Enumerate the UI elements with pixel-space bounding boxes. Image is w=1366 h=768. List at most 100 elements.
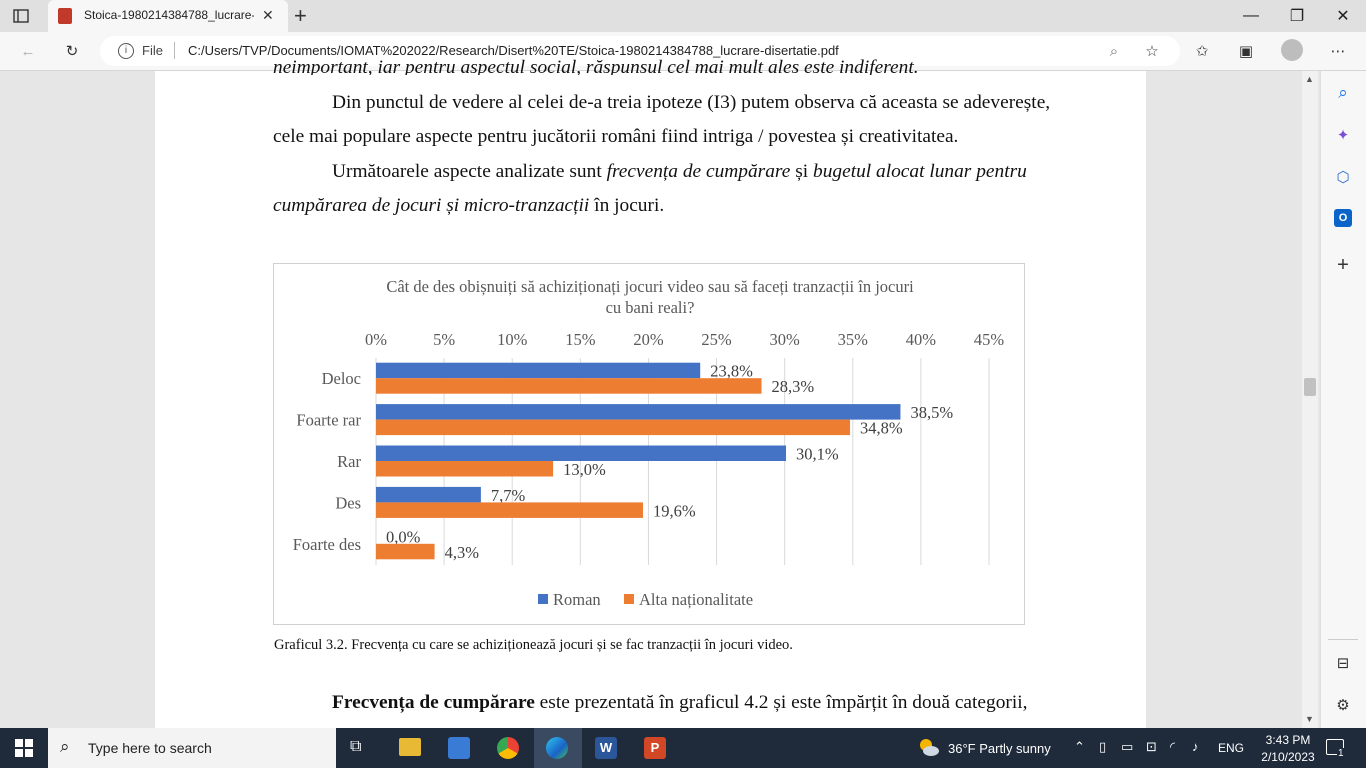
tray-device-icon[interactable]: ▯ bbox=[1099, 739, 1107, 754]
category-label: Des bbox=[335, 493, 361, 512]
favorites-icon[interactable]: ✩ bbox=[1195, 43, 1209, 60]
search-icon: ⌕ bbox=[60, 737, 70, 756]
url-text[interactable]: C:/Users/TVP/Documents/IOMAT%202022/Rese… bbox=[188, 43, 839, 58]
tray-chevron-icon[interactable]: ⌃ bbox=[1074, 739, 1085, 754]
notification-icon[interactable] bbox=[1326, 739, 1344, 755]
paragraph-line: cele mai populare aspecte pentru jucător… bbox=[273, 126, 959, 147]
scroll-down-icon[interactable]: ▼ bbox=[1305, 714, 1314, 724]
data-label: 28,3% bbox=[772, 377, 815, 396]
chart-title-line: cu bani reali? bbox=[605, 298, 695, 317]
hide-sidebar-icon[interactable]: ⊟ bbox=[1336, 655, 1350, 672]
x-tick-label: 10% bbox=[497, 330, 528, 349]
powerpoint-icon[interactable]: P bbox=[644, 737, 666, 759]
text-run: este prezentată în graficul 4.2 și este … bbox=[534, 692, 1028, 713]
store-icon[interactable] bbox=[448, 737, 470, 759]
tab-actions-icon[interactable] bbox=[12, 7, 30, 25]
bar-alta-nationalitate bbox=[376, 378, 762, 394]
legend-swatch bbox=[624, 594, 634, 604]
edge-sidebar bbox=[1320, 71, 1366, 728]
add-sidebar-icon[interactable]: + bbox=[1337, 253, 1349, 276]
office-icon[interactable]: ⬡ bbox=[1336, 169, 1350, 186]
weather-text[interactable]: 36°F Partly sunny bbox=[948, 741, 1051, 756]
file-explorer-icon[interactable] bbox=[399, 738, 421, 756]
text-run: Următoarele aspecte analizate sunt bbox=[332, 161, 607, 182]
x-tick-label: 35% bbox=[838, 330, 869, 349]
add-favorite-icon[interactable]: ☆ bbox=[1145, 43, 1159, 60]
language-indicator[interactable]: ENG bbox=[1218, 741, 1245, 755]
edge-icon bbox=[546, 737, 568, 759]
legend-swatch bbox=[538, 594, 548, 604]
info-icon[interactable]: i bbox=[118, 43, 134, 59]
new-tab-icon[interactable]: + bbox=[294, 3, 307, 28]
data-label: 0,0% bbox=[386, 527, 421, 546]
task-view-icon[interactable]: ⧉ bbox=[350, 738, 362, 755]
x-tick-label: 45% bbox=[974, 330, 1005, 349]
taskbar-search[interactable] bbox=[48, 728, 336, 768]
restore-icon[interactable]: ❐ bbox=[1289, 8, 1305, 25]
back-icon[interactable]: ← bbox=[20, 42, 36, 60]
url-divider bbox=[174, 42, 175, 59]
text-run: și bbox=[790, 161, 813, 182]
category-label: Rar bbox=[337, 452, 361, 471]
paragraph-line: Frecvența de cumpărare este prezentată î… bbox=[273, 686, 1077, 720]
tray-network-icon[interactable]: ⊡ bbox=[1146, 739, 1157, 754]
weather-icon[interactable] bbox=[918, 737, 940, 757]
outlook-icon[interactable]: O bbox=[1334, 209, 1352, 227]
clock-date[interactable]: 2/10/2023 bbox=[1261, 750, 1315, 764]
data-label: 38,5% bbox=[910, 403, 953, 422]
pdf-icon bbox=[58, 8, 72, 24]
text-run-bold: Frecvența de cumpărare bbox=[332, 692, 535, 713]
text-run-italic: cumpărarea de jocuri și micro-tranzacții bbox=[273, 195, 590, 216]
category-label: Deloc bbox=[322, 369, 361, 388]
data-label: 30,1% bbox=[796, 445, 839, 464]
profile-avatar[interactable] bbox=[1281, 39, 1303, 61]
settings-gear-icon[interactable]: ⚙ bbox=[1336, 697, 1350, 714]
data-label: 13,0% bbox=[563, 460, 606, 479]
tab-title: Stoica-1980214384788_lucrare-d bbox=[84, 8, 254, 22]
figure-caption: Graficul 3.2. Frecvența cu care se achiz… bbox=[274, 637, 793, 653]
collections-icon[interactable]: ▣ bbox=[1238, 43, 1254, 60]
tray-battery-icon[interactable]: ▭ bbox=[1121, 739, 1134, 754]
text-run: în jocuri. bbox=[589, 195, 665, 216]
bar-roman bbox=[376, 486, 481, 503]
volume-icon[interactable]: ♪ bbox=[1192, 739, 1199, 754]
bar-roman bbox=[376, 404, 901, 420]
partial-text-line: neimportant, iar pentru aspectul social,… bbox=[273, 57, 919, 75]
x-tick-label: 15% bbox=[565, 330, 596, 349]
scrollbar-thumb[interactable] bbox=[1304, 378, 1316, 396]
text-run-italic: bugetul alocat lunar pentru bbox=[813, 161, 1027, 182]
scroll-up-icon[interactable]: ▲ bbox=[1305, 74, 1314, 84]
url-scheme-label: File bbox=[142, 43, 163, 58]
x-tick-label: 30% bbox=[770, 330, 801, 349]
x-tick-label: 25% bbox=[701, 330, 732, 349]
close-window-icon[interactable]: ✕ bbox=[1336, 8, 1350, 25]
bar-alta-nationalitate bbox=[376, 543, 435, 560]
bar-alta-nationalitate bbox=[376, 502, 643, 518]
address-bar[interactable] bbox=[100, 36, 1180, 66]
data-label: 34,8% bbox=[860, 419, 903, 438]
bar-alta-nationalitate bbox=[376, 419, 851, 436]
bar-alta-nationalitate bbox=[376, 461, 554, 477]
x-tick-label: 5% bbox=[433, 330, 455, 349]
refresh-icon[interactable]: ↻ bbox=[65, 43, 79, 60]
minimize-icon[interactable]: — bbox=[1243, 7, 1259, 24]
scrollbar[interactable] bbox=[1302, 71, 1318, 728]
notification-count: 1 bbox=[1337, 748, 1345, 759]
browser-tab-active[interactable] bbox=[48, 0, 288, 32]
wifi-icon[interactable]: ◜ bbox=[1170, 739, 1176, 754]
windows-start-icon[interactable] bbox=[15, 739, 33, 757]
data-label: 19,6% bbox=[653, 501, 696, 520]
paragraph-line: cumpărarea de jocuri și micro-tranzacții… bbox=[273, 189, 1077, 223]
data-label: 23,8% bbox=[710, 362, 753, 381]
zoom-icon[interactable]: ⌕ bbox=[1109, 42, 1119, 60]
x-tick-label: 40% bbox=[906, 330, 937, 349]
more-menu-icon[interactable]: ⋯ bbox=[1330, 43, 1346, 60]
chrome-icon[interactable] bbox=[497, 737, 519, 759]
close-tab-icon[interactable]: ✕ bbox=[262, 7, 274, 23]
search-icon[interactable]: ⌕ bbox=[1338, 83, 1348, 102]
copilot-icon[interactable]: ✦ bbox=[1336, 127, 1350, 144]
data-label: 4,3% bbox=[445, 543, 480, 562]
word-icon[interactable]: W bbox=[595, 737, 617, 759]
paragraph-line: Din punctul de vedere al celei de-a trei… bbox=[332, 92, 1051, 113]
clock-time[interactable]: 3:43 PM bbox=[1265, 733, 1311, 747]
